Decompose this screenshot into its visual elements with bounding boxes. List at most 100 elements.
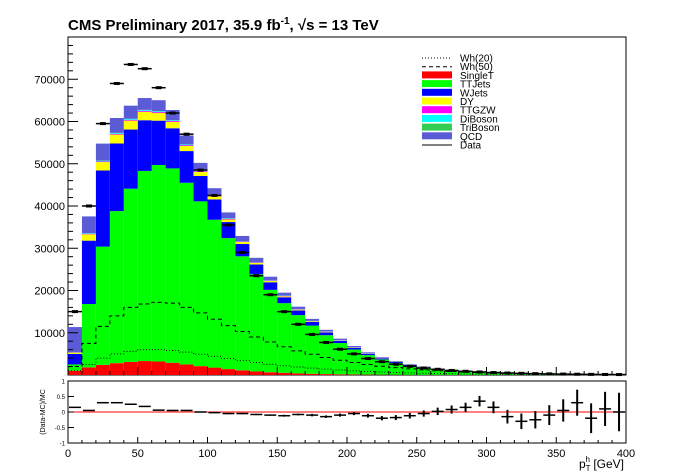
data-point	[602, 372, 609, 376]
bar-diboson	[95, 160, 110, 162]
legend-swatch-triboson	[422, 123, 452, 131]
data-point	[155, 86, 162, 90]
data-point	[406, 364, 413, 368]
legend-label: Wh(50)	[460, 62, 493, 73]
bar-ttgzw	[151, 112, 166, 114]
bar-wjets	[179, 151, 194, 183]
bar-ttjets	[179, 182, 194, 365]
bar-wjets	[68, 353, 82, 365]
x-tick-label: 100	[198, 448, 216, 460]
bar-qcd	[109, 118, 124, 133]
ratio-y-tick-label: -1	[60, 442, 66, 448]
bar-wjets	[193, 176, 208, 202]
data-point	[490, 371, 497, 375]
bar-qcd	[360, 352, 375, 354]
bar-wjets	[263, 282, 278, 290]
bar-qcd	[193, 162, 208, 171]
bar-qcd	[291, 306, 306, 310]
bar-singlet	[151, 361, 166, 375]
ratio-y-tick-label: 0	[62, 411, 66, 417]
bar-wjets	[95, 170, 110, 247]
bar-dy	[207, 196, 222, 200]
data-point	[197, 168, 204, 172]
bar-qcd	[374, 357, 389, 358]
bar-singlet	[347, 374, 361, 375]
bar-qcd	[235, 235, 250, 242]
bar-ttjets	[123, 188, 138, 362]
bar-ttgzw	[137, 110, 152, 112]
bar-dy	[179, 146, 194, 152]
legend-label: TriBoson	[460, 123, 500, 134]
data-point	[392, 362, 399, 366]
bar-singlet	[165, 362, 180, 375]
data-point	[323, 340, 330, 344]
legend-label: DiBoson	[460, 114, 498, 125]
bar-diboson	[137, 110, 152, 111]
bar-qcd	[68, 327, 82, 353]
data-point	[99, 122, 106, 126]
bar-qcd	[81, 216, 96, 234]
bar-singlet	[109, 363, 124, 375]
bar-qcd	[388, 361, 403, 362]
data-point	[337, 347, 344, 351]
bar-wjets	[360, 353, 375, 356]
data-point	[113, 81, 120, 85]
bar-ttjets	[193, 201, 208, 367]
bar-dy	[277, 296, 292, 298]
data-point	[281, 310, 288, 314]
bar-singlet	[235, 370, 250, 375]
legend-label: Wh(20)	[460, 54, 493, 65]
data-point	[462, 369, 469, 373]
y-tick-label: 20000	[34, 286, 65, 298]
bar-diboson	[151, 111, 166, 113]
legend-label: Data	[460, 141, 482, 152]
y-tick-label: 60000	[34, 117, 65, 129]
bar-ttjets	[81, 304, 96, 368]
data-point	[141, 67, 148, 71]
chart-title: CMS Preliminary 2017, 35.9 fb-1, √s = 13…	[68, 16, 379, 34]
ratio-y-tick-label: -0.5	[55, 426, 66, 432]
x-tick-label: 300	[477, 448, 495, 460]
bar-qcd	[319, 329, 334, 332]
bar-singlet	[291, 373, 306, 375]
legend-swatch-wjets	[422, 88, 452, 96]
bar-wjets	[207, 199, 222, 220]
bar-dy	[193, 171, 208, 177]
bar-ttjets	[137, 170, 152, 362]
axes: 0 50 100 150 200 250 300 350 400 10000 20000 30000 4…	[34, 44, 635, 460]
bar-singlet	[95, 364, 110, 375]
bar-singlet	[207, 367, 222, 375]
bar-wjets	[221, 222, 236, 239]
bar-singlet	[123, 361, 138, 375]
data-point	[183, 132, 190, 136]
y-tick-label: 30000	[34, 243, 65, 255]
bar-ttgzw	[109, 133, 124, 135]
bar-ttgzw	[95, 161, 110, 163]
data-point	[169, 111, 176, 115]
data-point	[448, 368, 455, 372]
bar-wjets	[165, 128, 180, 169]
data-point	[518, 371, 525, 375]
bar-singlet	[305, 373, 320, 375]
bar-dy	[291, 309, 306, 311]
bar-qcd	[165, 110, 180, 121]
bar-dy	[123, 120, 138, 130]
bar-wjets	[81, 240, 96, 305]
legend-swatch-ttjets	[422, 80, 452, 88]
bar-qcd	[123, 105, 138, 119]
legend-label: SingleT	[460, 71, 494, 82]
bar-singlet	[81, 367, 96, 375]
bar-wjets	[319, 332, 334, 336]
bar-singlet	[277, 372, 292, 375]
x-tick-label: 50	[132, 448, 144, 460]
bar-singlet	[333, 374, 347, 375]
bar-wjets	[333, 340, 347, 344]
legend-label: QCD	[460, 132, 482, 143]
bar-ttjets	[221, 238, 236, 370]
ratio-y-axis-label: (Data-MC)/MC	[40, 389, 47, 435]
bar-wjets	[388, 361, 403, 363]
legend: Wh(20)Wh(50)SingleTTTJetsWJetsDYTTGZWDiB…	[422, 54, 500, 152]
bar-singlet	[263, 372, 278, 375]
data-point	[434, 367, 441, 371]
